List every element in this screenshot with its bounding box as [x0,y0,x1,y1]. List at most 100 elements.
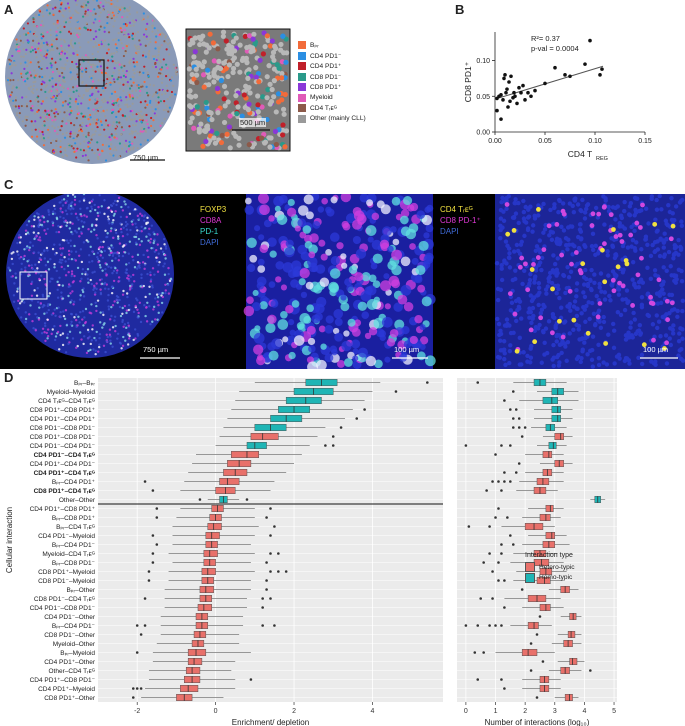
tissue-cell [117,97,120,101]
fluor-nucleus [610,243,615,248]
fluor-cell [118,298,121,302]
fluor-nucleus [508,343,513,348]
fluor-nucleus [507,360,512,366]
tissue-cell [66,59,69,63]
zoom-region-box [78,59,105,87]
fluor-zoom-cell [299,231,307,239]
fluor-cell [81,267,85,271]
row-label: CD4 PD1⁺–Other [44,659,96,666]
fluor-zoom-cell [380,204,391,215]
fluor-cell [125,268,128,272]
zoom-cell [259,135,265,141]
fluor-cell [101,269,104,272]
fluor-cell [108,222,111,225]
tissue-cell [131,19,135,22]
tissue-cell [113,136,116,139]
fluor-cell [118,305,122,309]
tissue-cell [125,98,128,101]
tissue-cell [34,80,37,83]
fluor-cell [153,273,156,276]
box [199,586,214,593]
fluor-zoom-cell [280,284,288,291]
fluor-nucleus [551,342,556,348]
tissue-cell [95,0,99,2]
fluor-nucleus [675,308,680,314]
row-label: Other–Other [59,497,96,504]
fluor-zoom-cell [379,239,390,250]
fluor-zoom-cell [316,359,327,369]
tissue-cell [70,96,73,99]
outlier-point [261,624,264,627]
fluor-cell [145,306,148,309]
fluor-cell [136,299,139,302]
fluor-nucleus [548,207,553,213]
fluor-cell [116,301,119,304]
fluor-cell [134,241,138,244]
fluor-cd8-cell [634,220,640,226]
tissue-cell [101,87,104,90]
outlier-point [135,624,139,627]
tissue-cell [137,83,140,87]
fluor-zoom-cell [268,350,279,361]
fluor-zoom-cell [424,252,434,262]
fluor-nucleus [630,277,635,282]
tissue-cell [52,22,55,25]
tissue-cell [59,38,63,41]
fluor-nucleus [578,208,583,213]
fluor-cell [81,225,85,228]
tissue-cell [146,71,149,74]
fluor-nucleus [627,212,633,218]
fluor-cell [83,214,86,217]
tissue-cell [91,66,94,69]
fluor-cell [98,194,101,197]
tissue-cell [143,65,146,68]
legend-entry: Bₚᵣ [298,40,366,51]
tissue-cell [112,14,116,17]
fluor-nucleus [613,252,618,257]
fluor-cell [63,317,67,321]
tissue-cell [8,58,11,61]
fluor-cell [41,327,45,330]
fluor-cell [149,323,152,326]
tissue-cell [122,114,125,117]
tissue-cell [7,77,10,80]
fluor-nucleus [495,297,501,303]
zoom-cell [282,91,288,98]
fluor-cell [61,204,65,207]
tissue-cell [56,26,60,29]
fluor-nucleus [582,242,587,248]
tissue-cell [144,68,147,71]
outlier-point [269,570,272,573]
fluor-cell [164,247,168,250]
tissue-cell [66,50,69,54]
fluor-zoom-cell [297,218,307,228]
fluor-cell [81,272,84,276]
fluor-cell [32,327,35,330]
left-x-axis-title: Enrichment/ depletion [232,718,309,726]
tissue-cell [69,54,73,57]
row-label: CD8 PD1⁺–CD8 PD1⁺ [30,407,96,414]
fluor-treg-cell [580,261,586,267]
fluor-cell [163,243,166,246]
fluor-cell [31,244,35,248]
fluor-cell [135,226,138,229]
tissue-cell [75,49,79,53]
fluor-zoom-cell [381,226,392,237]
fluor-nucleus [660,282,666,287]
tissue-cell [81,80,84,84]
tissue-cell [59,140,62,143]
row-label: CD8 PD1⁻–CD4 Tᵣᴇᴳ [34,596,96,603]
tissue-cell [120,99,123,102]
row-label: Bₚᵣ–CD8 PD1⁺ [52,515,96,522]
fluor-nucleus [599,289,604,294]
fluor-nucleus [531,313,536,319]
fluor-cd8-cell [617,280,622,286]
fluor-label: CD8A [200,216,222,225]
fluor-cell [100,205,103,208]
tissue-cell [42,144,46,147]
zoom-cell [283,59,289,65]
tissue-cell [134,130,137,133]
tissue-cell [146,94,150,97]
fluor-nucleus [664,268,669,274]
fluor-cell [53,207,57,211]
